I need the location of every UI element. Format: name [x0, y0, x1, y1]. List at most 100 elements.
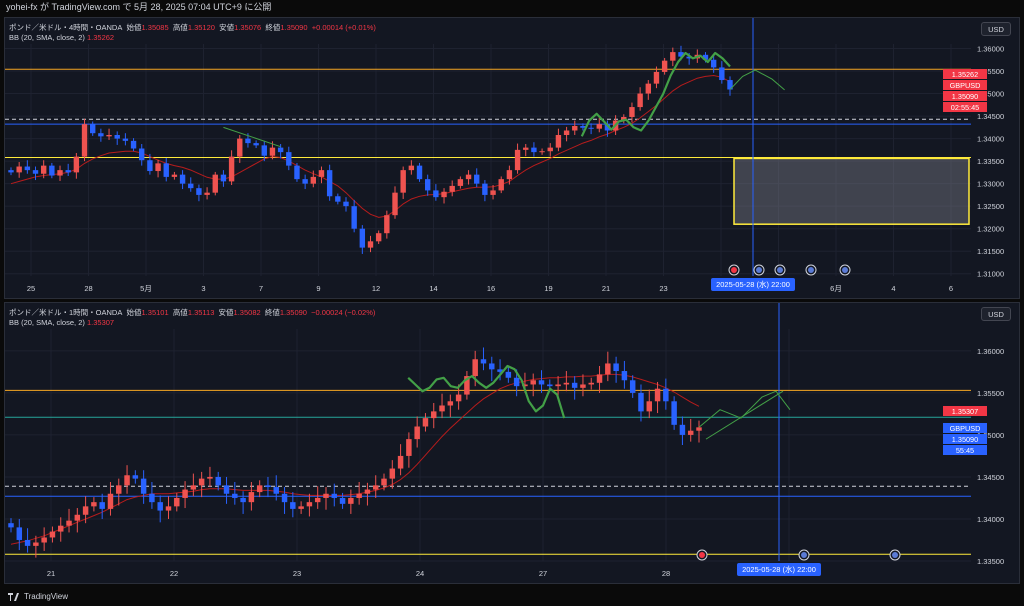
candle-body — [81, 124, 88, 157]
candle-body — [654, 388, 661, 402]
x-tick-label: 7 — [259, 284, 263, 293]
y-tick-label: 1.31000 — [977, 270, 1004, 279]
price-tag-bg — [943, 102, 987, 112]
y-tick-label: 1.33000 — [977, 180, 1004, 189]
y-tick-label: 1.33500 — [977, 157, 1004, 166]
top-legend-ohlc: ポンド／米ドル・4時間・OANDA 始値1.35085 高値1.35120 安値… — [9, 23, 376, 32]
candle-body — [571, 382, 578, 388]
x-tick-label: 28 — [662, 569, 670, 578]
candle-body — [555, 134, 562, 148]
bottom-chart-panel[interactable]: 1.36000 1.35500 1.35000 1.34500 1.34000 1.335… — [4, 302, 1020, 584]
price-tag-bg — [943, 406, 987, 416]
bottom-legend-title: ポンド／米ドル・1時間・OANDA — [9, 308, 123, 317]
y-tick-label: 1.35500 — [977, 389, 1004, 398]
candle-body — [66, 520, 72, 526]
candle-body — [547, 384, 553, 387]
x-tick-label: 23 — [659, 284, 667, 293]
price-tag-bg — [943, 91, 987, 101]
candle-body — [228, 156, 235, 182]
candle-body — [710, 59, 717, 68]
candle-body — [392, 192, 398, 216]
candle-body — [523, 147, 529, 150]
candle-body — [397, 455, 404, 469]
candle-body — [82, 506, 89, 515]
footer: TradingView — [0, 588, 1024, 606]
price-tag-label: GBPUSD — [950, 81, 981, 90]
candle-body — [539, 151, 545, 153]
candle-body — [596, 124, 602, 129]
candle-body — [596, 374, 603, 383]
candle-body — [339, 497, 346, 504]
x-tick-label: 16 — [487, 284, 495, 293]
candle-body — [439, 405, 445, 412]
x-tick-label: 21 — [602, 284, 610, 293]
candle-body — [406, 439, 412, 456]
candle-body — [351, 206, 357, 229]
event-icon-fill — [808, 267, 814, 273]
y-tick-label: 1.36000 — [977, 347, 1004, 356]
candle-body — [538, 380, 545, 385]
x-tick-label: 9 — [316, 284, 320, 293]
bb-basis-line — [10, 373, 700, 545]
price-tag-label: 1.35307 — [952, 407, 978, 416]
support-zone-box — [733, 157, 970, 225]
candle-body — [8, 170, 14, 173]
candle-body — [457, 179, 464, 186]
candle-body — [24, 539, 31, 546]
candle-body — [190, 485, 197, 490]
candle-body — [331, 493, 338, 498]
candle-body — [580, 125, 586, 128]
x-tick-label: 14 — [429, 284, 437, 293]
candle-body — [679, 424, 686, 435]
x-tick-label: 27 — [539, 569, 547, 578]
top-chart-svg[interactable]: 1.36000 1.35500 1.35000 1.34500 1.34000 1.335… — [5, 18, 1019, 298]
candle-body — [678, 52, 684, 57]
x-tick-label: 3 — [201, 284, 205, 293]
candle-body — [359, 228, 366, 248]
candle-body — [49, 165, 55, 176]
candle-body — [174, 497, 180, 507]
candle-body — [147, 160, 153, 172]
candle-body — [498, 179, 504, 191]
candle-body — [139, 148, 145, 161]
candle-body — [298, 506, 304, 509]
candle-body — [74, 514, 81, 521]
price-tag-bg — [943, 69, 987, 79]
bottom-currency-button[interactable]: USD — [981, 307, 1011, 321]
candle-body — [588, 127, 594, 129]
candle-body — [605, 363, 611, 375]
candle-body — [563, 130, 570, 135]
y-tick-label: 1.34000 — [977, 135, 1004, 144]
y-tick-label: 1.34000 — [977, 515, 1004, 524]
bottom-chart-svg[interactable]: 1.36000 1.35500 1.35000 1.34500 1.34000 1.335… — [5, 303, 1019, 583]
candle-body — [414, 426, 420, 440]
price-tag-bg — [943, 445, 987, 455]
candle-body — [163, 163, 169, 177]
top-chart-panel[interactable]: 1.36000 1.35500 1.35000 1.34500 1.34000 1.335… — [4, 17, 1020, 299]
candle-body — [204, 192, 210, 195]
candle-body — [490, 190, 496, 195]
top-legend-title: ポンド／米ドル・4時間・OANDA — [9, 23, 123, 32]
candle-body — [671, 401, 677, 425]
top-currency-button[interactable]: USD — [981, 22, 1011, 36]
y-tick-label: 1.32000 — [977, 225, 1004, 234]
candle-body — [563, 382, 570, 385]
x-tick-label: 19 — [544, 284, 552, 293]
candle-body — [356, 493, 362, 498]
candle-body — [16, 527, 23, 540]
y-tick-label: 1.32500 — [977, 202, 1004, 211]
candle-body — [57, 525, 64, 532]
event-icon-fill — [892, 552, 898, 558]
event-icon-fill — [842, 267, 848, 273]
candle-body — [326, 170, 333, 197]
price-tag-bg — [943, 423, 987, 433]
candle-body — [306, 502, 313, 507]
candle-body — [132, 475, 139, 479]
forecast-path — [729, 69, 785, 91]
candle-body — [637, 93, 643, 108]
x-tick-label: 5月 — [140, 284, 152, 293]
candle-body — [433, 190, 439, 198]
candle-body — [555, 384, 561, 387]
x-tick-label: 21 — [47, 569, 55, 578]
candle-body — [364, 489, 371, 494]
